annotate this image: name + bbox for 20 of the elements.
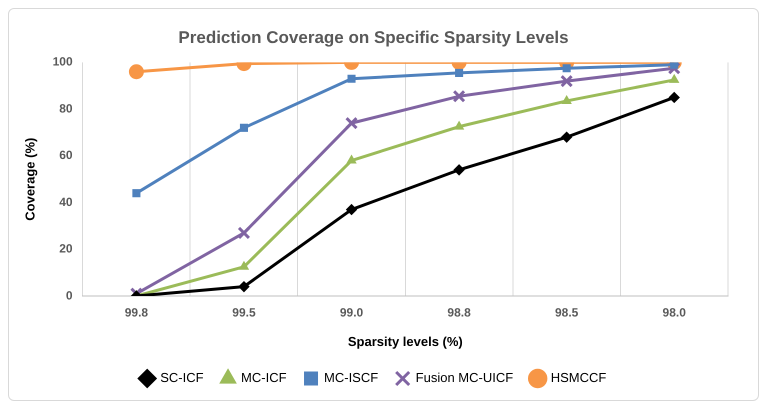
x-tick-label: 98.5: [554, 306, 579, 320]
y-tick-label: 0: [66, 288, 73, 302]
y-tick-label: 60: [59, 148, 73, 162]
y-axis-title: Coverage (%): [22, 138, 38, 221]
x-tick-label: 99.0: [340, 306, 364, 320]
x-tick-label: 99.5: [232, 306, 256, 320]
y-tick-label: 100: [52, 54, 73, 69]
x-tick-label: 98.8: [447, 306, 472, 320]
x-tick-label: 98.0: [662, 306, 686, 320]
legend-label: MC-ISCF: [324, 370, 378, 386]
y-tick-label: 20: [59, 242, 73, 256]
legend-label: MC-ICF: [241, 370, 287, 386]
legend-label: SC-ICF: [160, 370, 204, 386]
legend-label: HSMCCF: [550, 370, 606, 386]
x-tick-label: 99.8: [124, 306, 148, 320]
y-tick-label: 80: [59, 101, 73, 116]
legend-label: Fusion MC-UICF: [416, 370, 514, 386]
y-tick-label: 40: [59, 194, 73, 209]
chart-title: Prediction Coverage on Specific Sparsity Levels: [178, 28, 569, 47]
x-axis-title: Sparsity levels (%): [348, 334, 463, 349]
